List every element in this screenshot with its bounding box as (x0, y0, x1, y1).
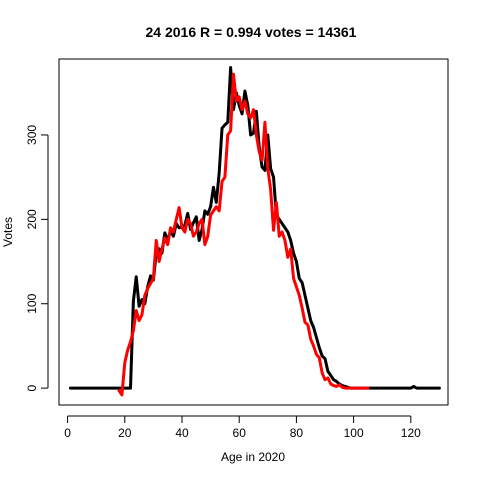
series-line-red (117, 72, 370, 397)
y-tick-label: 0 (25, 384, 39, 391)
y-tick-label: 200 (25, 209, 39, 229)
y-tick-label: 300 (25, 125, 39, 145)
x-axis-label: Age in 2020 (221, 450, 285, 464)
y-tick-label: 100 (25, 293, 39, 313)
x-axis: 0 20 40 60 80 100 120 (64, 415, 421, 440)
y-axis: 0 100 200 300 (25, 125, 49, 391)
x-tick-label: 0 (64, 426, 71, 440)
x-tick-label: 40 (175, 426, 189, 440)
x-tick-label: 120 (401, 426, 421, 440)
x-tick-label: 20 (118, 426, 132, 440)
x-tick-label: 80 (290, 426, 304, 440)
y-axis-label: Votes (1, 217, 15, 247)
chart-title: 24 2016 R = 0.994 votes = 14361 (146, 24, 357, 40)
plot-frame (58, 58, 449, 406)
x-tick-label: 100 (344, 426, 364, 440)
series-layer (68, 65, 441, 397)
x-tick-label: 60 (233, 426, 247, 440)
